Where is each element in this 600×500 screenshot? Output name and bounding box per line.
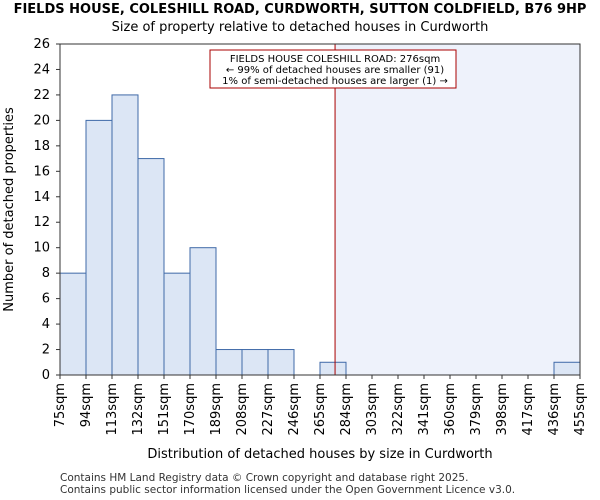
y-tick-label: 14 — [33, 190, 50, 205]
chart-subtitle: Size of property relative to detached ho… — [111, 20, 489, 35]
x-tick-label: 360sqm — [443, 383, 458, 436]
x-tick-label: 455sqm — [573, 383, 588, 436]
x-tick-label: 113sqm — [105, 383, 120, 436]
y-tick-label: 18 — [33, 139, 50, 154]
bar — [241, 349, 269, 376]
highlight-region — [335, 44, 580, 375]
x-tick-label: 322sqm — [391, 383, 406, 436]
y-axis-label: Number of detached properties — [2, 107, 17, 312]
x-tick-label: 417sqm — [521, 383, 536, 436]
y-tick-label: 8 — [42, 266, 50, 281]
x-tick-label: 436sqm — [547, 383, 562, 436]
bar — [111, 94, 139, 376]
y-tick-label: 2 — [42, 343, 50, 358]
annotation-line-1: FIELDS HOUSE COLESHILL ROAD: 276sqm — [230, 54, 440, 65]
footer-line-2: Contains public sector information licen… — [60, 484, 516, 496]
x-tick-label: 379sqm — [469, 383, 484, 436]
y-tick-label: 12 — [33, 215, 50, 230]
bars — [59, 94, 581, 376]
bar — [215, 349, 243, 376]
x-tick-label: 246sqm — [287, 383, 302, 436]
y-tick-label: 0 — [42, 368, 50, 383]
x-tick-label: 227sqm — [261, 383, 276, 436]
bar — [189, 247, 217, 376]
annotation-line-2: ← 99% of detached houses are smaller (91… — [226, 65, 444, 76]
x-tick-label: 170sqm — [183, 383, 198, 436]
x-tick-label: 303sqm — [365, 383, 380, 436]
y-tick-label: 20 — [33, 113, 50, 128]
x-tick-label: 151sqm — [157, 383, 172, 436]
bar — [319, 361, 347, 376]
plot-frame — [59, 43, 581, 376]
x-tick-label: 189sqm — [209, 383, 224, 436]
chart-title: FIELDS HOUSE, COLESHILL ROAD, CURDWORTH,… — [13, 2, 587, 17]
y-tick-label: 6 — [42, 292, 50, 307]
footer-line-1: Contains HM Land Registry data © Crown c… — [60, 472, 469, 484]
bar — [137, 158, 165, 376]
x-axis-label: Distribution of detached houses by size … — [147, 447, 492, 462]
bar — [163, 272, 191, 376]
y-tick-label: 22 — [33, 88, 50, 103]
x-tick-label: 208sqm — [235, 383, 250, 436]
annotation-line-3: 1% of semi-detached houses are larger (1… — [222, 76, 448, 87]
x-tick-label: 398sqm — [495, 383, 510, 436]
x-axis-ticks: 75sqm 94sqm 113sqm 132sqm 151sqm 170sqm 189sqm… — [53, 375, 588, 436]
x-tick-label: 265sqm — [313, 383, 328, 436]
y-tick-label: 10 — [33, 241, 50, 256]
bar — [59, 272, 87, 376]
y-tick-label: 24 — [33, 62, 50, 77]
x-tick-label: 94sqm — [79, 383, 94, 427]
chart: FIELDS HOUSE COLESHILL ROAD: 276sqm ← 99… — [2, 37, 588, 462]
bar — [267, 349, 295, 376]
bar — [85, 119, 113, 376]
x-tick-label: 75sqm — [53, 383, 68, 427]
x-tick-label: 284sqm — [339, 383, 354, 436]
y-tick-label: 26 — [33, 37, 50, 52]
y-tick-label: 4 — [42, 317, 50, 332]
bar — [553, 361, 581, 376]
x-tick-label: 132sqm — [131, 383, 146, 436]
x-tick-label: 341sqm — [417, 383, 432, 436]
y-tick-label: 16 — [33, 164, 50, 179]
annotation-box — [209, 49, 457, 89]
